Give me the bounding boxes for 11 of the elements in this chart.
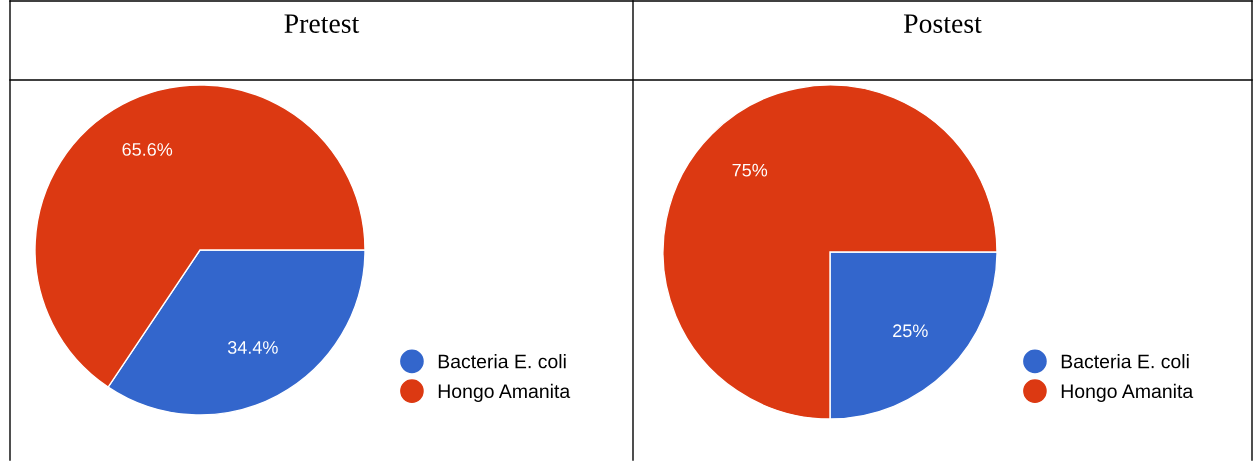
pie-slice [662, 84, 998, 420]
legend-label: Hongo Amanita [438, 383, 571, 402]
legend-label: Bacteria E. coli [438, 354, 566, 369]
data-label: 34.4% [227, 341, 278, 354]
chart-title: Postest [903, 14, 982, 33]
legend-label: Bacteria E. coli [1061, 354, 1189, 369]
legend-label: Hongo Amanita [1061, 383, 1194, 402]
chart-title: Pretest [284, 14, 360, 33]
data-label: 65.6% [122, 143, 173, 156]
data-label: 25% [893, 324, 928, 338]
data-label: 75% [732, 163, 768, 177]
